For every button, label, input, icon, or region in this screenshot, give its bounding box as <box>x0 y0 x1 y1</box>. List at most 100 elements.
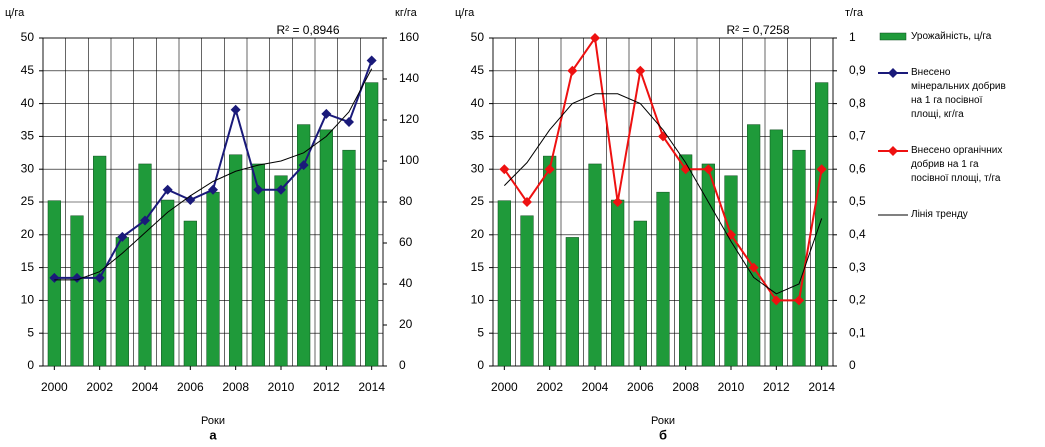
bar <box>274 175 288 367</box>
y2-tick-label: 0,9 <box>849 63 866 77</box>
bar <box>161 199 175 367</box>
point <box>635 65 646 76</box>
y-tick-label: 40 <box>21 96 35 110</box>
point <box>94 272 105 283</box>
x-axis-label: Роки <box>201 415 225 427</box>
point <box>544 164 555 175</box>
x-tick-label: 2006 <box>177 380 204 394</box>
bar <box>206 191 220 367</box>
y-tick-label: 10 <box>471 293 485 307</box>
x-tick-label: 2004 <box>132 380 159 394</box>
bar <box>679 154 693 367</box>
legend-marker <box>888 146 898 156</box>
sub-label: а <box>209 427 217 442</box>
bar <box>297 124 311 367</box>
y2-tick-label: 0,7 <box>849 129 866 143</box>
x-tick-label: 2008 <box>222 380 249 394</box>
y-axis-label: ц/га <box>455 7 475 19</box>
y-tick-label: 0 <box>27 358 34 372</box>
annotation: R² = 0,8946 <box>276 23 339 37</box>
legend-swatch <box>879 32 907 41</box>
bar <box>701 163 715 367</box>
x-tick-label: 2010 <box>718 380 745 394</box>
legend-label: Внесено органічних добрив на 1 га посівн… <box>911 145 1003 184</box>
bar <box>588 163 602 367</box>
point <box>253 184 264 195</box>
y2-tick-label: 0,5 <box>849 194 866 208</box>
point <box>140 215 150 226</box>
bar <box>251 163 265 367</box>
x-tick-label: 2008 <box>672 380 699 394</box>
bar <box>543 155 557 367</box>
legend-icon <box>878 214 908 216</box>
point <box>344 117 354 128</box>
y2-tick-label: 20 <box>399 317 413 331</box>
point <box>499 164 510 175</box>
y-tick-label: 25 <box>21 194 35 208</box>
legend-label: Лінія тренду <box>911 209 968 220</box>
legend-entry: Лінія тренду <box>878 208 1038 222</box>
point <box>276 184 286 195</box>
x-tick-label: 2012 <box>763 380 790 394</box>
bar <box>93 155 107 367</box>
sub-label: б <box>659 427 667 442</box>
point <box>771 295 782 306</box>
y-tick-label: 20 <box>471 227 485 241</box>
bar <box>497 200 511 367</box>
trend-line <box>54 68 373 281</box>
point <box>208 184 218 195</box>
y-tick-label: 35 <box>21 129 35 143</box>
y-tick-label: 0 <box>477 358 484 372</box>
point <box>230 104 241 115</box>
bar <box>792 149 806 367</box>
y2-tick-label: 0,2 <box>849 293 866 307</box>
y2-tick-label: 80 <box>399 194 413 208</box>
y2-tick-label: 140 <box>399 71 419 85</box>
x-tick-label: 2014 <box>358 380 385 394</box>
y2-tick-label: 0,3 <box>849 260 866 274</box>
x-tick-label: 2000 <box>491 380 518 394</box>
x-tick-label: 2000 <box>41 380 68 394</box>
bar <box>183 220 197 367</box>
point <box>298 160 309 171</box>
bar <box>138 163 152 367</box>
x-tick-label: 2002 <box>536 380 563 394</box>
y-tick-label: 20 <box>21 227 35 241</box>
point <box>117 231 128 242</box>
bar <box>70 215 84 367</box>
bar <box>365 82 379 367</box>
y-tick-label: 25 <box>471 194 485 208</box>
y-tick-label: 15 <box>21 260 35 274</box>
x-tick-label: 2014 <box>808 380 835 394</box>
y-tick-label: 5 <box>477 325 484 339</box>
point <box>162 184 173 195</box>
y2-tick-label: 0 <box>399 358 406 372</box>
y2-tick-label: 0,4 <box>849 227 866 241</box>
point <box>612 197 623 207</box>
y-axis-label: ц/га <box>5 7 25 19</box>
y-tick-label: 15 <box>471 260 485 274</box>
y2-tick-label: 100 <box>399 153 419 167</box>
point <box>703 164 714 175</box>
legend-entry: Внесено органічних добрив на 1 га посівн… <box>878 144 1038 186</box>
point <box>567 65 578 76</box>
y2-tick-label: 160 <box>399 30 419 44</box>
y-tick-label: 45 <box>471 63 485 77</box>
bar <box>565 237 579 367</box>
legend-label: Урожайність, ц/га <box>911 31 992 42</box>
y2-tick-label: 60 <box>399 235 413 249</box>
y2-tick-label: 40 <box>399 276 413 290</box>
x-tick-label: 2012 <box>313 380 340 394</box>
y2-tick-label: 0,6 <box>849 161 866 175</box>
y-tick-label: 40 <box>471 96 485 110</box>
x-tick-label: 2006 <box>627 380 654 394</box>
legend-icon <box>878 146 908 156</box>
bar <box>633 220 647 367</box>
point <box>522 197 532 207</box>
bar <box>342 149 356 367</box>
x-tick-label: 2002 <box>86 380 113 394</box>
legend-label: Внесено мінеральних добрив на 1 га посів… <box>911 67 1006 120</box>
point <box>816 164 827 175</box>
legend-entry: Внесено мінеральних добрив на 1 га посів… <box>878 66 1038 122</box>
